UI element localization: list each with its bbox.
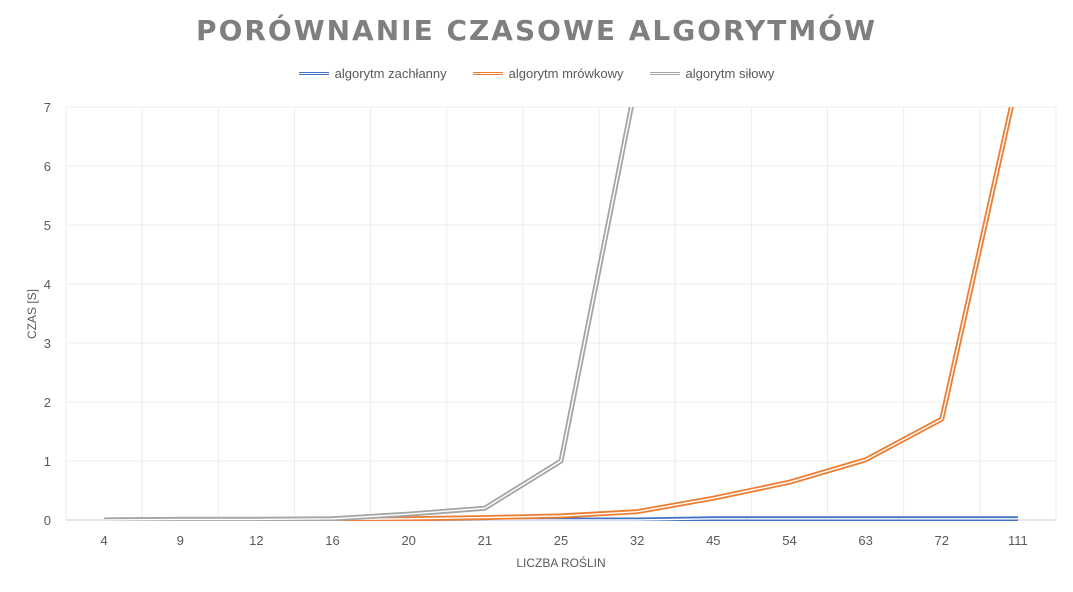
legend: algorytm zachłanny algorytm mrówkowy alg… [0, 66, 1073, 81]
x-tick-label: 4 [100, 533, 107, 548]
legend-swatch-greedy [298, 72, 329, 75]
chart-title: PORÓWNANIE CZASOWE ALGORYTMÓW [196, 14, 877, 47]
series-layer [103, 107, 1019, 521]
y-tick-label: 3 [44, 336, 51, 351]
x-tick-label: 32 [630, 533, 644, 548]
y-tick-label: 0 [44, 513, 51, 528]
legend-label-ant: algorytm mrówkowy [508, 66, 624, 81]
x-tick-label: 72 [935, 533, 949, 548]
legend-swatch-brute [649, 72, 680, 75]
x-tick-label: 54 [782, 533, 796, 548]
y-tick-label: 2 [44, 395, 51, 410]
x-tick-label: 16 [325, 533, 339, 548]
legend-label-greedy: algorytm zachłanny [334, 66, 447, 81]
series-line-inner-2 [104, 107, 633, 521]
legend-item-ant: algorytm mrówkowy [472, 66, 624, 81]
x-tick-label: 20 [401, 533, 415, 548]
y-tick-label: 4 [44, 277, 51, 292]
x-tick-label: 21 [478, 533, 492, 548]
x-tick-label: 111 [1008, 533, 1028, 548]
y-tick-label: 6 [44, 159, 51, 174]
x-tick-label: 25 [554, 533, 568, 548]
y-tick-label: 1 [44, 454, 51, 469]
legend-item-greedy: algorytm zachłanny [298, 66, 447, 81]
x-tick-label: 9 [177, 533, 184, 548]
y-axis-title: CZAS [S] [25, 289, 39, 339]
y-tick-label: 5 [44, 218, 51, 233]
y-tick-label: 7 [44, 100, 51, 115]
legend-swatch-ant [472, 72, 503, 75]
legend-label-brute: algorytm siłowy [685, 66, 775, 81]
x-tick-label: 63 [858, 533, 872, 548]
x-tick-label: 12 [249, 533, 263, 548]
x-axis-title: LICZBA ROŚLIN [516, 555, 605, 570]
x-tick-label: 45 [706, 533, 720, 548]
legend-item-brute: algorytm siłowy [649, 66, 775, 81]
